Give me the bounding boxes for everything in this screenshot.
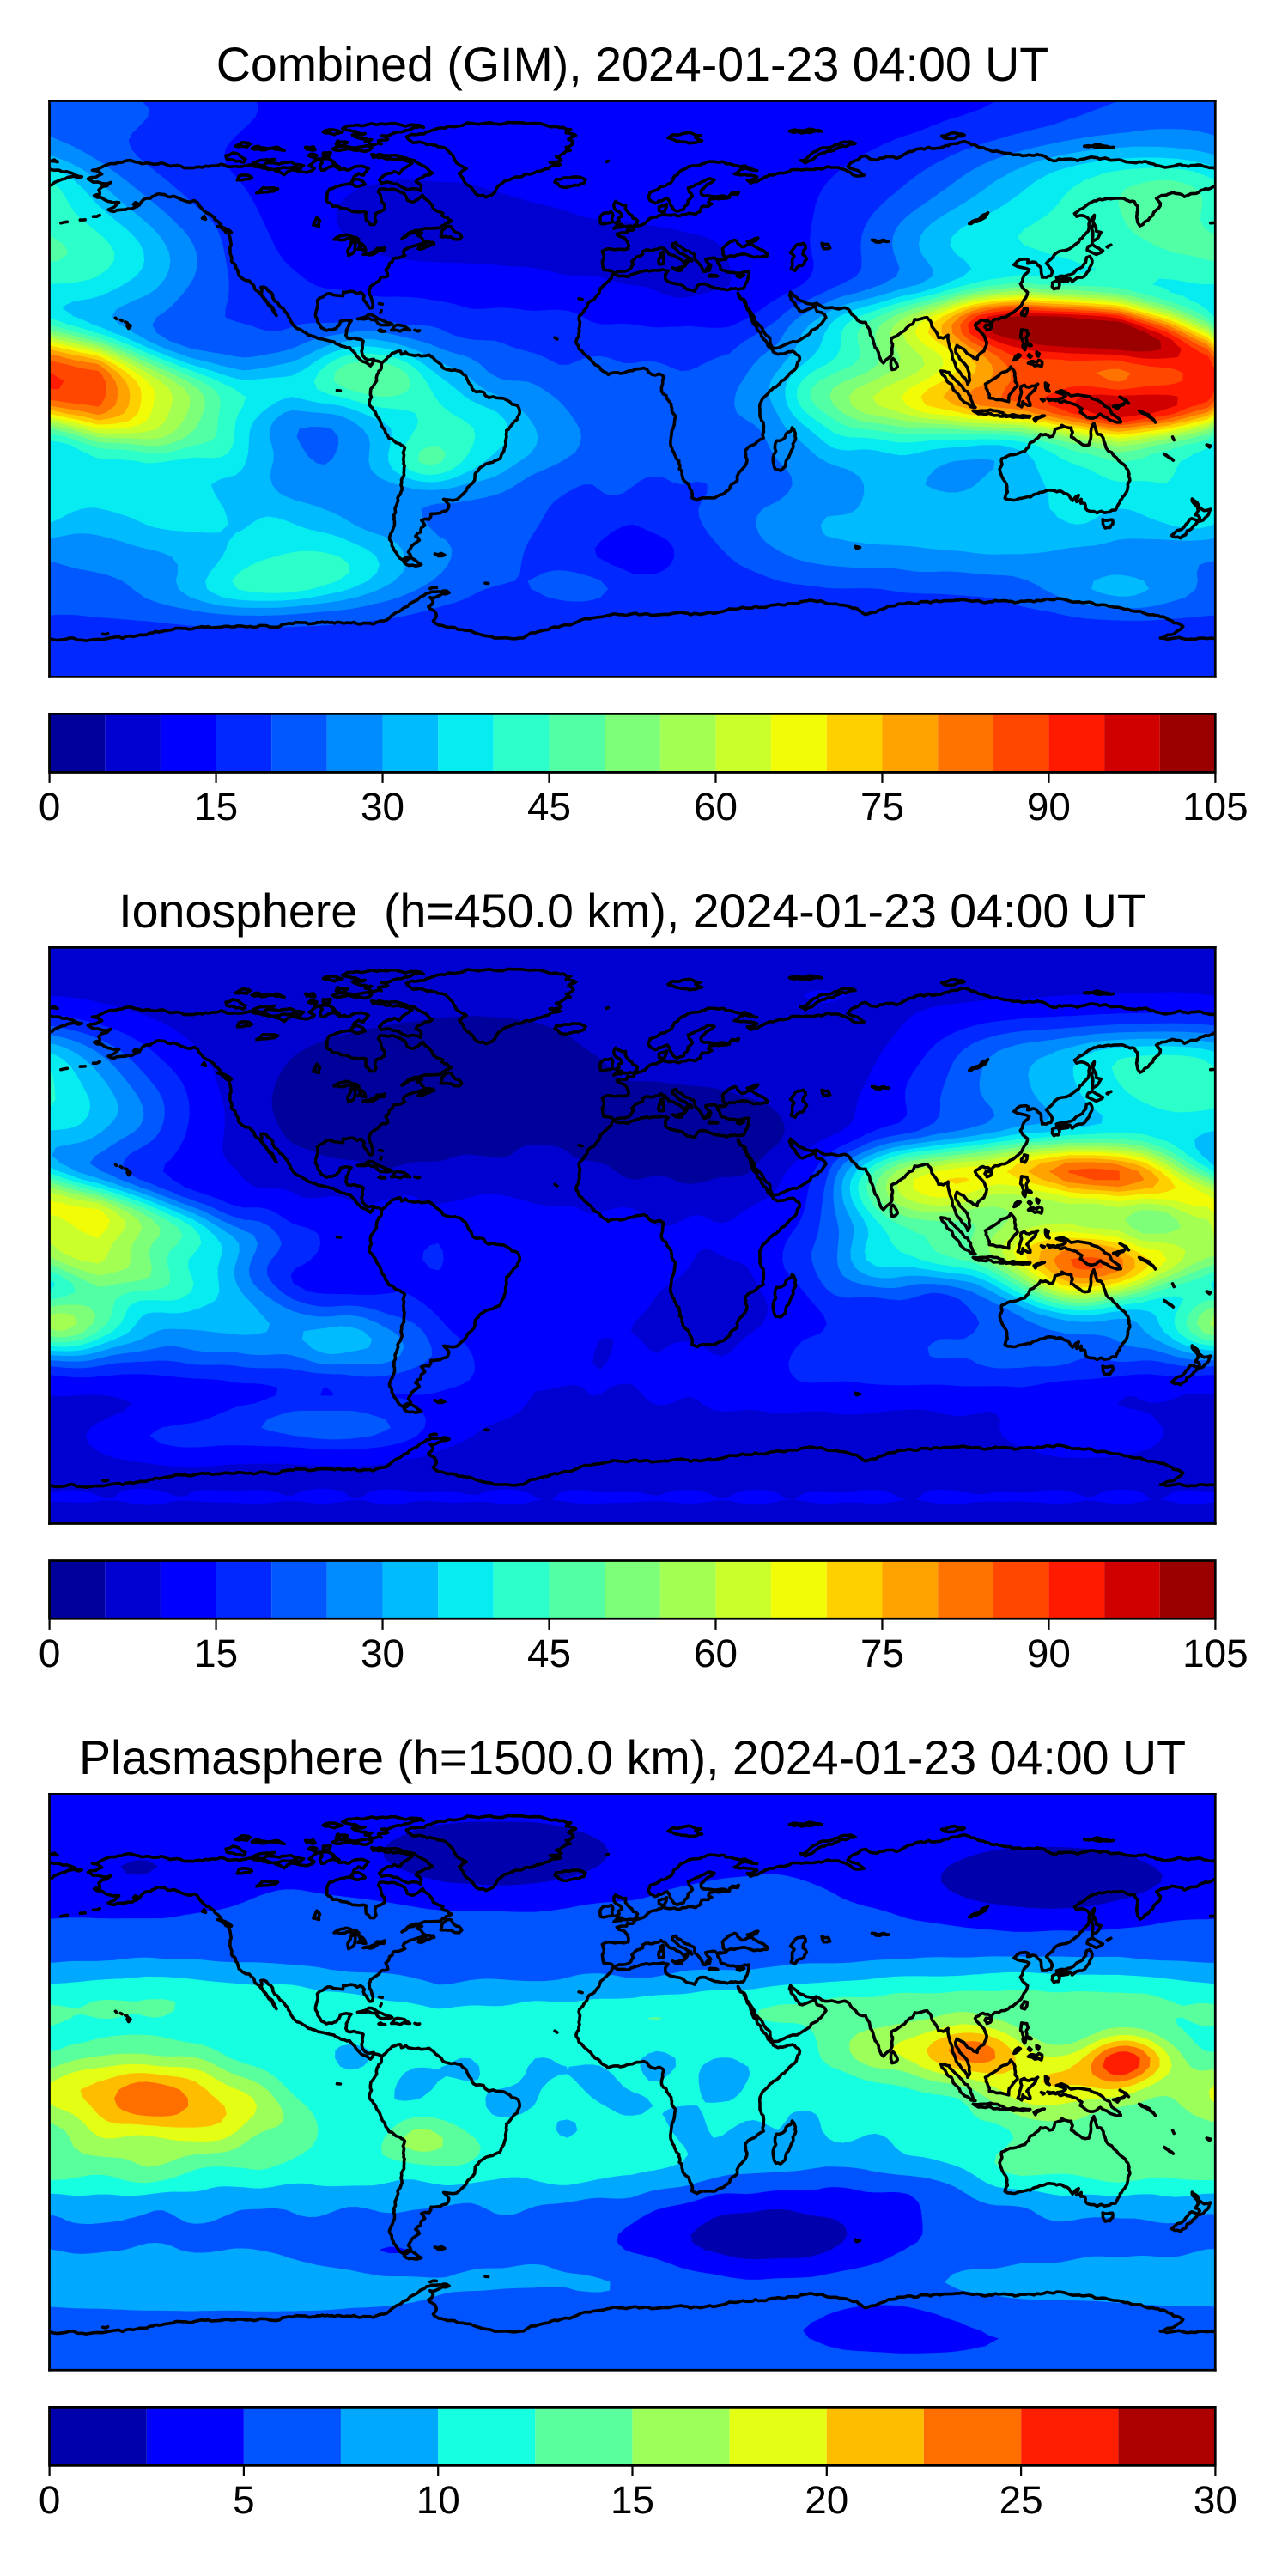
svg-text:15: 15 xyxy=(194,1631,238,1675)
svg-text:Ionosphere (h=450.0 km), 2024: Ionosphere (h=450.0 km), 2024-01-23 04:0… xyxy=(118,884,1146,938)
svg-text:5: 5 xyxy=(233,2478,255,2522)
svg-text:0: 0 xyxy=(39,2478,61,2522)
svg-text:25: 25 xyxy=(999,2478,1043,2522)
svg-text:15: 15 xyxy=(194,785,238,829)
svg-text:0: 0 xyxy=(39,785,61,829)
svg-text:90: 90 xyxy=(1027,785,1071,829)
svg-text:45: 45 xyxy=(527,785,571,829)
svg-text:75: 75 xyxy=(860,1631,904,1675)
svg-text:105: 105 xyxy=(1182,1631,1248,1675)
svg-text:Combined (GIM), 2024-01-23 04:: Combined (GIM), 2024-01-23 04:00 UT xyxy=(216,38,1048,91)
svg-text:0: 0 xyxy=(39,1631,61,1675)
svg-text:10: 10 xyxy=(416,2478,460,2522)
svg-text:30: 30 xyxy=(361,785,404,829)
svg-text:30: 30 xyxy=(361,1631,404,1675)
svg-text:105: 105 xyxy=(1182,785,1248,829)
svg-text:90: 90 xyxy=(1027,1631,1071,1675)
svg-text:60: 60 xyxy=(694,1631,738,1675)
svg-text:20: 20 xyxy=(805,2478,848,2522)
svg-text:75: 75 xyxy=(860,785,904,829)
svg-text:Plasmasphere (h=1500.0 km), 20: Plasmasphere (h=1500.0 km), 2024-01-23 0… xyxy=(79,1731,1186,1784)
svg-text:15: 15 xyxy=(611,2478,654,2522)
svg-text:60: 60 xyxy=(694,785,738,829)
svg-text:45: 45 xyxy=(527,1631,571,1675)
svg-text:30: 30 xyxy=(1194,2478,1237,2522)
